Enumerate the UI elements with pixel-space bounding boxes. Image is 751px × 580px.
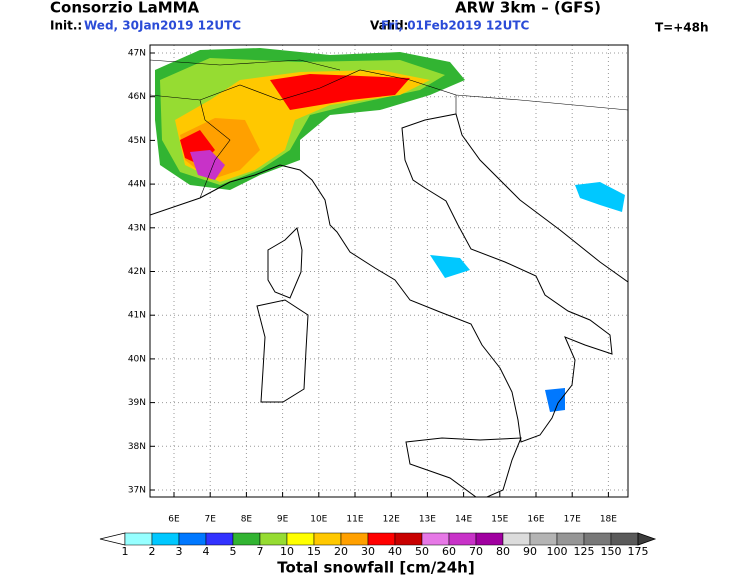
lat-label: 39N	[128, 398, 146, 408]
colorbar-label: 5	[230, 545, 237, 558]
colorbar-label: 7	[257, 545, 264, 558]
color-box	[421, 532, 450, 546]
lon-label: 17E	[564, 515, 581, 525]
init-label: Init.:	[50, 19, 82, 33]
colorbar-label: 80	[496, 545, 510, 558]
lat-label: 42N	[128, 267, 146, 277]
grid	[150, 45, 628, 497]
colorbar-label: 4	[203, 545, 210, 558]
color-box	[502, 532, 531, 546]
color-box	[583, 532, 612, 546]
colorbar-label: 30	[361, 545, 375, 558]
color-box	[259, 532, 288, 546]
lon-label: 15E	[491, 515, 508, 525]
color-box	[313, 532, 342, 546]
color-box	[394, 532, 423, 546]
lon-label: 14E	[455, 515, 472, 525]
snow-field	[155, 48, 625, 412]
colorbar-label: 60	[442, 545, 456, 558]
colorbar-label: 3	[176, 545, 183, 558]
colorbar-label: 20	[334, 545, 348, 558]
color-box	[367, 532, 396, 546]
lon-label: 8E	[241, 515, 253, 525]
color-box	[556, 532, 585, 546]
coastline	[150, 113, 628, 443]
colorbar-label: 50	[415, 545, 429, 558]
lat-label: 44N	[128, 180, 146, 190]
lon-label: 18E	[600, 515, 617, 525]
color-box	[178, 532, 207, 546]
borders	[150, 59, 628, 199]
color-box	[205, 532, 234, 546]
color-box	[448, 532, 477, 546]
color-box	[610, 532, 639, 546]
sicily	[405, 437, 522, 497]
init-value: Wed, 30Jan2019 12UTC	[84, 19, 241, 33]
color-box	[232, 532, 261, 546]
lat-label: 37N	[128, 486, 146, 496]
model: ARW 3km – (GFS)	[455, 0, 601, 17]
under-arrow	[99, 532, 126, 546]
lat-label: 38N	[128, 442, 146, 452]
color-box	[529, 532, 558, 546]
lead-time: T=+48h	[655, 21, 709, 35]
sardinia	[256, 299, 309, 403]
colorbar-label: 100	[547, 545, 568, 558]
lon-label: 13E	[419, 515, 436, 525]
colorbar-label: 2	[149, 545, 156, 558]
colorbar-label: 10	[280, 545, 294, 558]
lat-label: 45N	[128, 136, 146, 146]
color-box	[286, 532, 315, 546]
colorbar-label: 150	[601, 545, 622, 558]
lat-label: 47N	[128, 49, 146, 59]
corsica	[267, 227, 303, 299]
valid-label: Valid:	[370, 19, 408, 33]
lat-label: 43N	[128, 223, 146, 233]
lon-label: 10E	[310, 515, 327, 525]
colorbar-label: 70	[469, 545, 483, 558]
over-arrow	[637, 532, 657, 546]
colorbar: 1 2 3 4 5 7 10 15 20 30 40 50 60 70 80 90 100 125 150 175	[99, 532, 657, 558]
color-box	[340, 532, 369, 546]
lon-label: 9E	[277, 515, 289, 525]
colorbar-title: Total snowfall [cm/24h]	[277, 559, 474, 577]
lat-label: 46N	[128, 92, 146, 102]
lon-label: 11E	[346, 515, 363, 525]
title: Consorzio LaMMA	[50, 0, 200, 17]
colorbar-label: 175	[628, 545, 649, 558]
color-box	[151, 532, 180, 546]
lon-label: 16E	[527, 515, 544, 525]
valid-value: Fri, 01Feb2019 12UTC	[381, 19, 530, 33]
lat-label: 40N	[128, 354, 146, 364]
lon-label: 7E	[204, 515, 216, 525]
lat-label: 41N	[128, 311, 146, 321]
color-box	[475, 532, 504, 546]
lon-label: 12E	[383, 515, 400, 525]
colorbar-label: 15	[307, 545, 321, 558]
color-box	[124, 532, 153, 546]
colorbar-label: 1	[122, 545, 129, 558]
colorbar-label: 40	[388, 545, 402, 558]
colorbar-label: 90	[523, 545, 537, 558]
colorbar-label: 125	[574, 545, 595, 558]
map: 47N 46N 45N 44N 43N 42N 41N 40N 39N 38N 37N 6E 7E 8E 9…	[128, 44, 629, 525]
lon-label: 6E	[168, 515, 180, 525]
